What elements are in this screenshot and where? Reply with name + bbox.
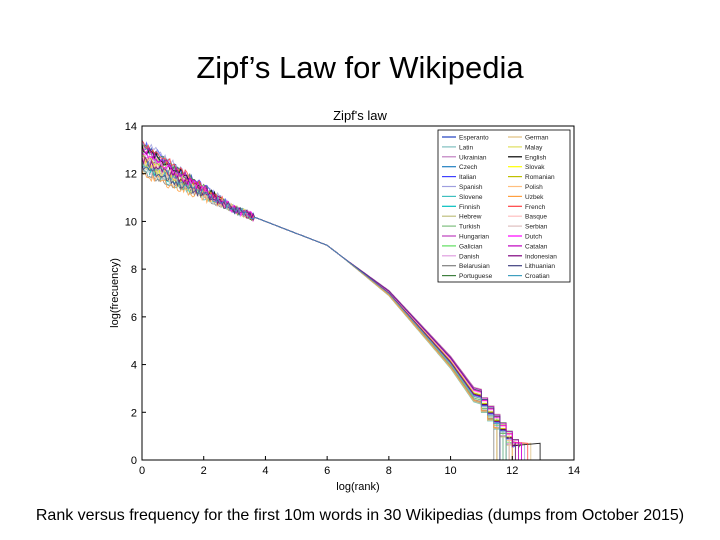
legend-entry: Esperanto	[459, 135, 489, 142]
legend-entry: Lithuanian	[525, 263, 555, 270]
series-layer	[142, 139, 541, 460]
legend-entry: Turkish	[459, 224, 480, 231]
x-tick-label: 14	[568, 465, 580, 477]
y-tick-label: 4	[131, 360, 137, 372]
legend-entry: Basque	[525, 214, 547, 221]
legend-entry: Catalan	[525, 243, 548, 250]
y-tick-label: 0	[131, 455, 137, 467]
legend: Esperanto Latin Ukrainian Czech Italian Spani…	[437, 129, 571, 283]
legend-entry: Romanian	[525, 174, 555, 181]
slide-caption: Rank versus frequency for the first 10m …	[35, 507, 685, 524]
legend-entry: German	[525, 135, 549, 142]
legend-entry: Finnish	[459, 204, 480, 211]
plot-frame	[141, 125, 575, 461]
y-axis-label: log(frecuency)	[109, 258, 121, 328]
zipf-chart: Zipf's law 0 2 4 6 8 10 12 14 0 2 4 6 8 10 12 14 log(ra…	[100, 104, 600, 496]
legend-entry: Galician	[459, 243, 483, 250]
y-tick-label: 14	[125, 121, 137, 133]
y-tick-label: 8	[131, 264, 137, 276]
legend-entry: Belarusian	[459, 263, 490, 270]
x-tick-label: 4	[262, 465, 268, 477]
y-tick-label: 12	[125, 169, 137, 181]
legend-box	[437, 129, 571, 283]
x-tick-label: 0	[139, 465, 145, 477]
legend-entry: Hungarian	[459, 234, 489, 241]
legend-entry: Portuguese	[459, 273, 493, 280]
legend-entry: Spanish	[459, 184, 483, 191]
series-line-croatian	[142, 160, 507, 460]
x-tick-label: 12	[506, 465, 518, 477]
legend-entry: Danish	[459, 253, 480, 260]
legend-entry: Serbian	[525, 224, 548, 231]
slide-title: Zipf’s Law for Wikipedia	[196, 50, 524, 85]
legend-entry: Polish	[525, 184, 543, 191]
x-axis-label: log(rank)	[336, 481, 379, 493]
legend-entry: Italian	[459, 174, 477, 181]
legend-entry: Czech	[459, 164, 478, 171]
y-tick-label: 6	[131, 312, 137, 324]
x-tick-label: 10	[444, 465, 456, 477]
legend-entry: English	[525, 154, 547, 161]
x-tick-label: 6	[324, 465, 330, 477]
legend-entry: Slovak	[525, 164, 545, 171]
legend-entry: Croatian	[525, 273, 550, 280]
y-tick-label: 10	[125, 216, 137, 228]
legend-entry: Dutch	[525, 234, 542, 241]
zipf-chart-svg: Zipf's law 0 2 4 6 8 10 12 14 0 2 4 6 8 10 12 14 log(ra…	[109, 108, 580, 493]
legend-entry: French	[525, 204, 546, 211]
legend-entry: Hebrew	[459, 214, 482, 221]
chart-title: Zipf's law	[333, 108, 387, 123]
legend-entry: Latin	[459, 144, 473, 151]
legend-entry: Uzbek	[525, 194, 544, 201]
x-tick-label: 8	[386, 465, 392, 477]
legend-entry: Indonesian	[525, 253, 557, 260]
axis-layer: 0 2 4 6 8 10 12 14 0 2 4 6 8 10 12 14	[125, 121, 580, 477]
legend-entry: Malay	[525, 144, 543, 151]
legend-entry: Ukrainian	[459, 154, 487, 161]
y-tick-label: 2	[131, 407, 137, 419]
x-tick-label: 2	[201, 465, 207, 477]
legend-entry: Slovene	[459, 194, 483, 201]
